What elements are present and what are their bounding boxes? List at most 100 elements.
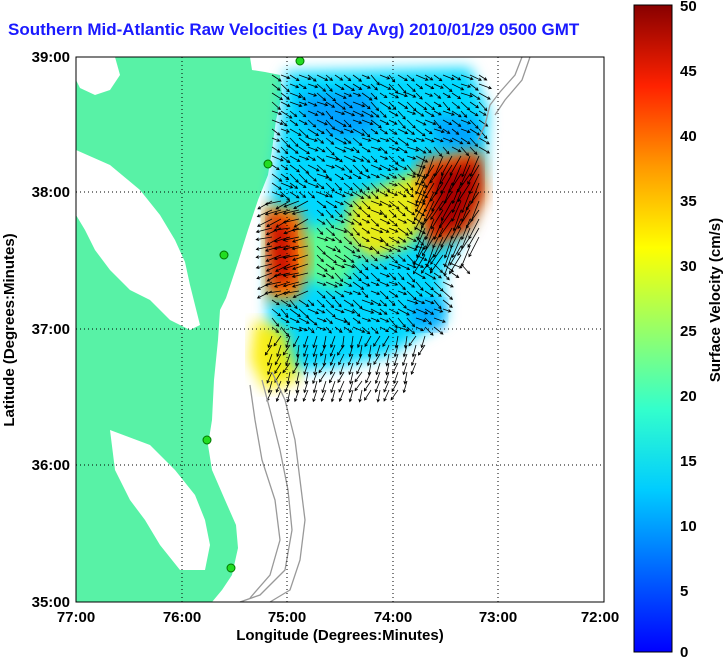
station-marker — [219, 250, 229, 260]
velocity-arrow — [280, 191, 291, 202]
velocity-arrow — [415, 137, 425, 142]
velocity-arrow — [361, 92, 373, 101]
velocity-arrow — [316, 254, 324, 263]
velocity-arrow — [433, 110, 442, 116]
velocity-arrow — [451, 110, 462, 118]
velocity-arrow — [334, 146, 347, 153]
velocity-arrow — [442, 119, 453, 125]
velocity-arrow — [424, 146, 432, 154]
velocity-arrow — [370, 236, 384, 243]
velocity-arrow — [334, 74, 344, 81]
velocity-arrow — [316, 200, 327, 209]
velocity-arrow — [406, 182, 414, 191]
velocity-arrow — [452, 209, 462, 232]
velocity-arrow — [421, 236, 435, 257]
velocity-arrow — [325, 209, 334, 219]
velocity-arrow — [307, 182, 320, 188]
velocity-arrow — [275, 389, 282, 402]
velocity-arrow — [468, 236, 480, 258]
velocity-arrow — [361, 236, 370, 242]
velocity-arrow — [275, 218, 291, 228]
velocity-arrow — [298, 308, 310, 319]
velocity-arrow — [313, 362, 318, 376]
velocity-arrow — [430, 200, 444, 220]
velocity-arrow — [307, 173, 317, 182]
velocity-arrow — [334, 236, 343, 244]
velocity-arrow — [343, 200, 354, 208]
velocity-arrow — [325, 218, 335, 229]
velocity-arrow — [282, 209, 300, 215]
velocity-arrow — [415, 227, 426, 235]
x-tick-label: 77:00 — [57, 609, 95, 626]
velocity-arrow — [478, 110, 487, 116]
velocity-arrow — [343, 137, 352, 144]
colorbar-tick-label: 5 — [680, 583, 688, 600]
velocity-arrow — [361, 146, 371, 153]
velocity-arrow — [433, 290, 442, 297]
velocity-arrow — [291, 209, 309, 216]
velocity-arrow — [406, 200, 419, 207]
velocity-arrow — [361, 182, 371, 191]
velocity-arrow — [316, 119, 328, 126]
velocity-arrow — [256, 272, 273, 280]
velocity-arrow — [316, 110, 325, 116]
velocity-arrow — [478, 83, 492, 90]
velocity-arrow — [460, 101, 471, 111]
velocity-arrow — [271, 83, 281, 91]
velocity-arrow — [433, 119, 442, 130]
velocity-arrow — [298, 83, 307, 90]
velocity-arrow — [361, 173, 371, 179]
velocity-arrow — [415, 110, 425, 117]
velocity-arrow — [303, 380, 309, 394]
velocity-arrow — [460, 137, 471, 145]
velocity-arrow — [307, 146, 319, 152]
velocity-arrow — [289, 317, 300, 323]
velocity-arrow — [385, 353, 390, 367]
velocity-arrow — [361, 101, 371, 110]
velocity-arrow — [338, 353, 345, 366]
velocity-arrow — [352, 263, 363, 274]
velocity-arrow — [298, 101, 308, 106]
velocity-arrow — [433, 146, 443, 157]
velocity-arrow — [402, 344, 408, 358]
velocity-arrow — [265, 263, 282, 272]
velocity-arrow — [424, 218, 435, 241]
velocity-arrow — [271, 308, 282, 317]
velocity-arrow — [280, 146, 289, 155]
velocity-arrow — [379, 92, 388, 99]
velocity-arrow — [318, 371, 327, 383]
velocity-arrow — [343, 308, 356, 314]
velocity-arrow — [406, 254, 416, 265]
velocity-arrow — [334, 191, 346, 198]
velocity-arrow — [307, 128, 320, 137]
velocity-arrow — [417, 344, 426, 356]
velocity-arrow — [316, 299, 325, 308]
velocity-arrow — [397, 101, 409, 109]
velocity-arrow — [280, 308, 289, 318]
velocity-arrow — [307, 326, 315, 334]
velocity-arrow — [442, 74, 455, 81]
velocity-arrow — [478, 128, 488, 140]
velocity-arrow — [370, 155, 378, 163]
velocity-arrow — [388, 119, 398, 125]
velocity-arrow — [406, 236, 417, 242]
velocity-arrow — [457, 236, 471, 257]
velocity-arrow — [357, 335, 363, 349]
velocity-arrow — [397, 281, 406, 291]
velocity-arrow — [406, 263, 417, 269]
velocity-arrow — [316, 146, 326, 153]
velocity-arrow — [361, 209, 371, 218]
velocity-arrow — [280, 299, 292, 307]
velocity-arrow — [361, 245, 374, 251]
velocity-arrow — [298, 299, 310, 307]
velocity-arrow — [361, 317, 372, 322]
velocity-arrow — [433, 272, 442, 279]
velocity-arrow — [255, 227, 273, 234]
velocity-arrow — [289, 119, 299, 126]
velocity-arrow — [397, 74, 408, 82]
velocity-arrow — [451, 83, 465, 91]
velocity-arrow — [325, 263, 335, 270]
velocity-arrow — [352, 317, 361, 324]
velocity-arrow — [273, 209, 291, 216]
